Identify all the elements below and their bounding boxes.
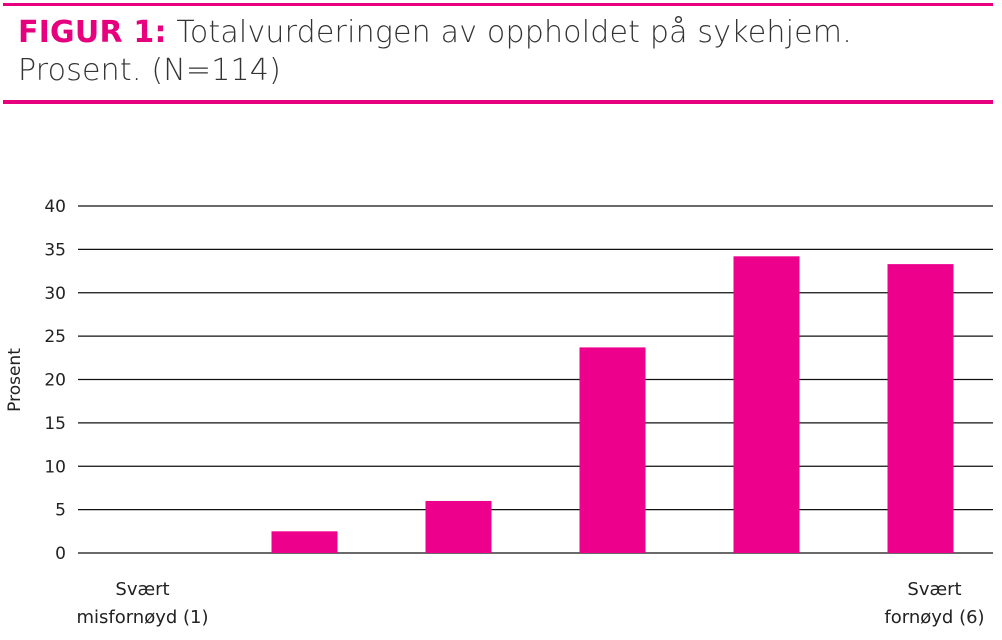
y-tick-label: 15 [44,414,66,434]
x-tick-label: Svært [115,579,169,600]
y-tick-label: 5 [55,501,66,521]
bar [887,264,954,553]
title-line-1: Totalvurderingen av oppholdet på sykehje… [176,15,852,50]
bar [579,347,646,553]
top-rule [3,3,993,6]
figure-label: FIGUR 1: [18,15,167,50]
x-tick-label: Svært [907,579,961,600]
y-tick-label: 30 [44,284,66,304]
title-line-2: Prosent. (N=114) [18,53,281,88]
y-tick-label: 40 [44,197,66,217]
y-tick-label: 20 [44,371,66,391]
y-tick-label: 10 [44,457,66,477]
y-axis-label: Prosent [5,348,25,412]
bar [425,500,492,553]
x-tick-label: misfornøyd (1) [76,607,208,628]
figure-title: FIGUR 1: Totalvurderingen av oppholdet p… [18,14,852,90]
y-tick-label: 0 [55,544,66,564]
y-tick-label: 35 [44,240,66,260]
y-tick-label: 25 [44,327,66,347]
bar [733,256,800,553]
bar [271,531,338,553]
bottom-rule [3,100,993,104]
x-tick-label: fornøyd (6) [884,607,984,628]
